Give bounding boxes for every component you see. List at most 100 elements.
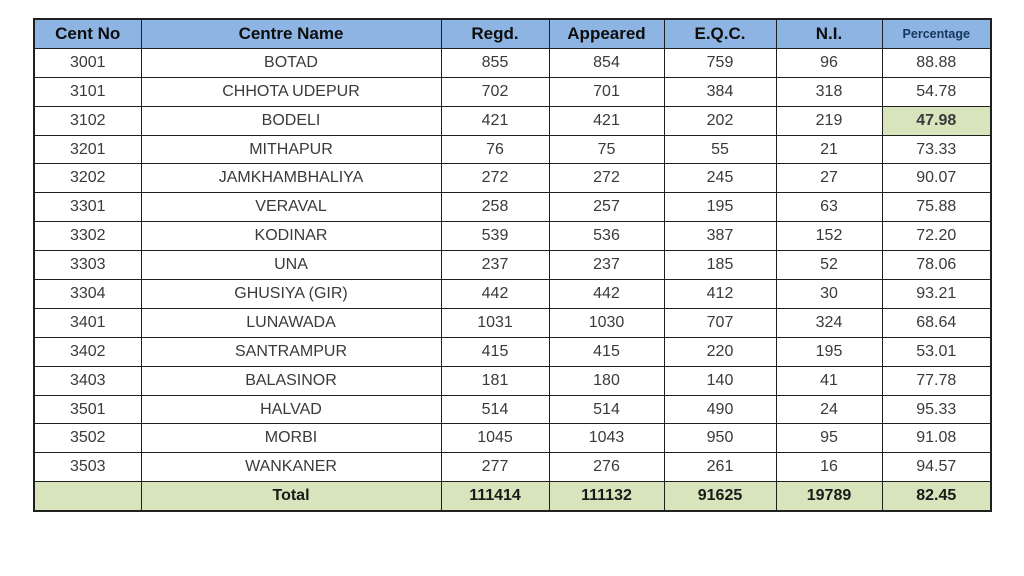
cell-cent-no: 3503 (33, 452, 142, 483)
cell-centre-name: WANKANER (140, 452, 442, 483)
cell-regd: 237 (440, 250, 550, 281)
header-ni: N.I. (775, 18, 883, 49)
cell-percentage: 54.78 (881, 76, 992, 107)
cell-percentage: 78.06 (881, 250, 992, 281)
cell-centre-name: SANTRAMPUR (140, 336, 442, 367)
cell-cent-no: 3302 (33, 221, 142, 252)
cell-regd: 277 (440, 452, 550, 483)
cell-ni: 27 (775, 163, 883, 194)
total-percentage: 82.45 (881, 481, 992, 512)
cell-centre-name: LUNAWADA (140, 307, 442, 338)
table-row: 3403 BALASINOR 181 180 140 41 77.78 (33, 365, 992, 396)
cell-cent-no: 3403 (33, 365, 142, 396)
cell-ni: 21 (775, 134, 883, 165)
cell-eqc: 412 (663, 279, 777, 309)
total-appeared: 111132 (548, 481, 665, 512)
cell-percentage: 94.57 (881, 452, 992, 483)
table-header: Cent No Centre Name Regd. Appeared E.Q.C… (33, 18, 992, 49)
cell-appeared: 854 (548, 47, 665, 78)
header-percentage: Percentage (881, 18, 992, 49)
cell-regd: 258 (440, 192, 550, 223)
cell-eqc: 220 (663, 336, 777, 367)
cell-cent-no: 3502 (33, 423, 142, 454)
table-row: 3101 CHHOTA UDEPUR 702 701 384 318 54.78 (33, 76, 992, 107)
cell-ni: 195 (775, 336, 883, 367)
total-ni: 19789 (775, 481, 883, 512)
cell-regd: 181 (440, 365, 550, 396)
cell-centre-name: GHUSIYA (GIR) (140, 279, 442, 309)
cell-cent-no: 3301 (33, 192, 142, 223)
cell-cent-no: 3501 (33, 394, 142, 425)
cell-eqc: 707 (663, 307, 777, 338)
cell-appeared: 257 (548, 192, 665, 223)
cell-centre-name: UNA (140, 250, 442, 281)
cell-regd: 1031 (440, 307, 550, 338)
cell-regd: 415 (440, 336, 550, 367)
cell-cent-no: 3304 (33, 279, 142, 309)
cell-ni: 219 (775, 105, 883, 136)
cell-centre-name: BOTAD (140, 47, 442, 78)
cell-percentage: 68.64 (881, 307, 992, 338)
table-row: 3302 KODINAR 539 536 387 152 72.20 (33, 221, 992, 252)
cell-percentage: 72.20 (881, 221, 992, 252)
cell-centre-name: CHHOTA UDEPUR (140, 76, 442, 107)
header-centre-name: Centre Name (140, 18, 442, 49)
cell-appeared: 536 (548, 221, 665, 252)
cell-cent-no: 3402 (33, 336, 142, 367)
cell-appeared: 276 (548, 452, 665, 483)
header-eqc: E.Q.C. (663, 18, 777, 49)
cell-regd: 421 (440, 105, 550, 136)
cell-centre-name: VERAVAL (140, 192, 442, 223)
cell-percentage: 95.33 (881, 394, 992, 425)
table-row: 3301 VERAVAL 258 257 195 63 75.88 (33, 192, 992, 223)
cell-ni: 152 (775, 221, 883, 252)
cell-cent-no: 3001 (33, 47, 142, 78)
cell-regd: 442 (440, 279, 550, 309)
total-label: Total (140, 481, 442, 512)
cell-ni: 30 (775, 279, 883, 309)
header-appeared: Appeared (548, 18, 665, 49)
cell-percentage: 91.08 (881, 423, 992, 454)
cell-percentage: 75.88 (881, 192, 992, 223)
cell-regd: 514 (440, 394, 550, 425)
cell-eqc: 195 (663, 192, 777, 223)
table-row: 3502 MORBI 1045 1043 950 95 91.08 (33, 423, 992, 454)
cell-regd: 702 (440, 76, 550, 107)
table-row: 3303 UNA 237 237 185 52 78.06 (33, 250, 992, 281)
table-row: 3402 SANTRAMPUR 415 415 220 195 53.01 (33, 336, 992, 367)
table-footer: Total 111414 111132 91625 19789 82.45 (33, 481, 992, 512)
cell-eqc: 387 (663, 221, 777, 252)
cell-regd: 76 (440, 134, 550, 165)
cell-eqc: 185 (663, 250, 777, 281)
header-cent-no: Cent No (33, 18, 142, 49)
cell-cent-no: 3401 (33, 307, 142, 338)
cell-cent-no: 3201 (33, 134, 142, 165)
cell-eqc: 950 (663, 423, 777, 454)
cell-appeared: 514 (548, 394, 665, 425)
cell-eqc: 202 (663, 105, 777, 136)
total-regd: 111414 (440, 481, 550, 512)
cell-centre-name: BALASINOR (140, 365, 442, 396)
cell-centre-name: MORBI (140, 423, 442, 454)
cell-ni: 96 (775, 47, 883, 78)
table-row: 3001 BOTAD 855 854 759 96 88.88 (33, 47, 992, 78)
cell-ni: 41 (775, 365, 883, 396)
table-row: 3201 MITHAPUR 76 75 55 21 73.33 (33, 134, 992, 165)
cell-appeared: 180 (548, 365, 665, 396)
cell-centre-name: JAMKHAMBHALIYA (140, 163, 442, 194)
total-cent-no-cell (33, 481, 142, 512)
cell-eqc: 140 (663, 365, 777, 396)
cell-ni: 63 (775, 192, 883, 223)
cell-percentage: 73.33 (881, 134, 992, 165)
cell-appeared: 442 (548, 279, 665, 309)
cell-cent-no: 3101 (33, 76, 142, 107)
cell-appeared: 237 (548, 250, 665, 281)
header-row: Cent No Centre Name Regd. Appeared E.Q.C… (33, 18, 992, 49)
cell-regd: 1045 (440, 423, 550, 454)
cell-cent-no: 3202 (33, 163, 142, 194)
table-body: 3001 BOTAD 855 854 759 96 88.88 3101 CHHOTA UDEP… (33, 47, 992, 483)
cell-appeared: 272 (548, 163, 665, 194)
cell-ni: 52 (775, 250, 883, 281)
header-regd: Regd. (440, 18, 550, 49)
